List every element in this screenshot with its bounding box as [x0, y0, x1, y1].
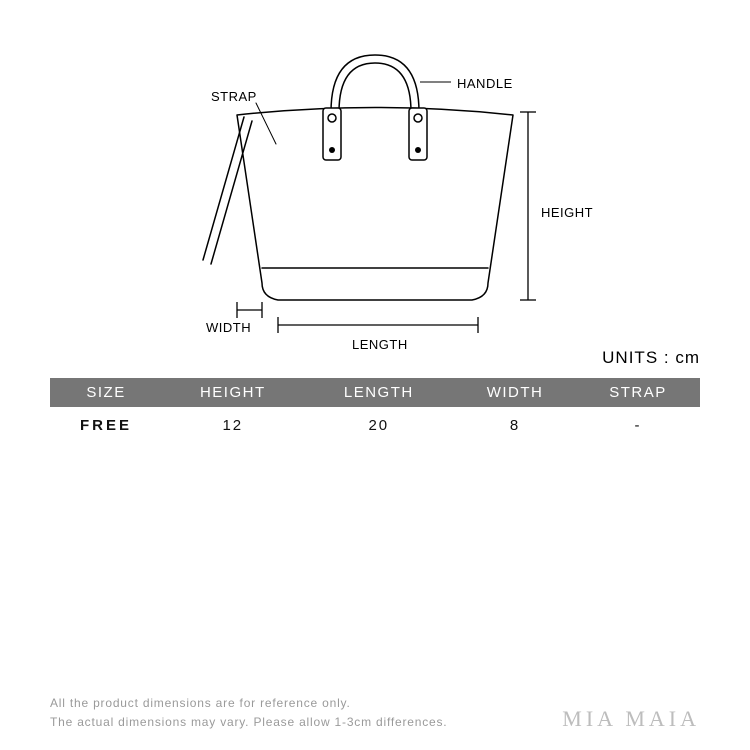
- units-label: UNITS : cm: [602, 348, 700, 368]
- label-strap: STRAP: [211, 89, 257, 104]
- footnote-line-2: The actual dimensions may vary. Please a…: [50, 713, 447, 732]
- col-strap: STRAP: [576, 378, 700, 407]
- cell-size: FREE: [50, 407, 162, 444]
- label-length: LENGTH: [352, 337, 408, 352]
- table-header-row: SIZE HEIGHT LENGTH WIDTH STRAP: [50, 378, 700, 407]
- label-width: WIDTH: [206, 320, 251, 335]
- bag-svg: [0, 0, 750, 360]
- footer: All the product dimensions are for refer…: [50, 694, 700, 732]
- cell-strap: -: [576, 407, 700, 444]
- table-row: FREE 12 20 8 -: [50, 407, 700, 444]
- footnotes: All the product dimensions are for refer…: [50, 694, 447, 732]
- page: STRAP HANDLE HEIGHT LENGTH WIDTH UNITS :…: [0, 0, 750, 750]
- col-size: SIZE: [50, 378, 162, 407]
- size-table: SIZE HEIGHT LENGTH WIDTH STRAP FREE 12 2…: [50, 378, 700, 444]
- label-height: HEIGHT: [541, 205, 593, 220]
- cell-length: 20: [304, 407, 454, 444]
- cell-width: 8: [454, 407, 576, 444]
- brand-logo: MIA MAIA: [562, 706, 700, 732]
- footnote-line-1: All the product dimensions are for refer…: [50, 694, 447, 713]
- cell-height: 12: [162, 407, 303, 444]
- label-handle: HANDLE: [457, 76, 513, 91]
- col-length: LENGTH: [304, 378, 454, 407]
- bag-diagram: STRAP HANDLE HEIGHT LENGTH WIDTH: [0, 0, 750, 360]
- col-height: HEIGHT: [162, 378, 303, 407]
- col-width: WIDTH: [454, 378, 576, 407]
